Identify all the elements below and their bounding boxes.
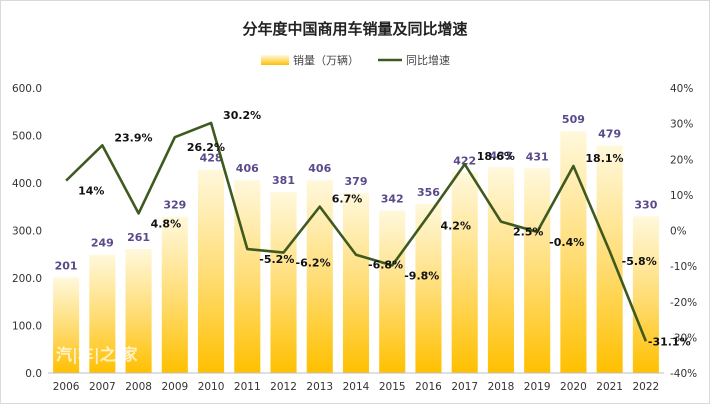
growth-value-label: -5.8%: [622, 255, 657, 268]
right-tick-label: 40%: [670, 83, 693, 95]
bar-value-label: 201: [55, 260, 78, 273]
bars: [53, 131, 659, 373]
right-tick-label: -30%: [670, 332, 697, 344]
x-tick-label: 2006: [53, 381, 80, 393]
bar: [524, 168, 551, 373]
right-tick-label: 10%: [670, 190, 693, 202]
x-tick-label: 2021: [596, 381, 623, 393]
x-tick-label: 2014: [343, 381, 370, 393]
x-tick-label: 2011: [234, 381, 261, 393]
bar-value-label: 406: [308, 162, 331, 175]
bar-value-label: 329: [163, 199, 186, 212]
bar: [560, 131, 587, 373]
legend-swatch-bar: [261, 55, 289, 65]
right-tick-label: 0%: [670, 226, 687, 238]
left-tick-label: 600.0: [12, 83, 42, 95]
growth-value-label: 6.7%: [332, 193, 363, 206]
growth-line: [65, 121, 648, 342]
left-tick-label: 400.0: [12, 178, 42, 190]
bar-value-label: 356: [417, 186, 440, 199]
bar-value-label: 381: [272, 174, 295, 187]
growth-value-label: -9.8%: [404, 269, 439, 282]
left-tick-label: 300.0: [12, 226, 42, 238]
left-tick-label: 200.0: [12, 273, 42, 285]
x-axis: 2006 2007 2008 2009 2010 2011 2012 2013 2014 2015…: [53, 381, 659, 393]
left-axis: 0.0 100.0 200.0 300.0 400.0 500.0 600.0: [12, 83, 42, 380]
bar: [234, 180, 261, 373]
bar: [53, 277, 80, 373]
x-tick-label: 2020: [560, 381, 587, 393]
right-axis: -40% -30% -20% -10% 0% 10% 20% 30% 40%: [670, 83, 697, 380]
growth-value-label: 18.6%: [477, 150, 515, 163]
x-tick-label: 2019: [524, 381, 551, 393]
bar-value-label: 479: [598, 127, 621, 140]
left-tick-label: 0.0: [25, 368, 42, 380]
bar: [632, 216, 659, 373]
growth-value-label: 23.9%: [114, 131, 152, 144]
bar-value-label: 406: [236, 162, 259, 175]
bar: [596, 145, 623, 373]
x-tick-label: 2012: [270, 381, 297, 393]
x-tick-label: 2010: [198, 381, 225, 393]
right-tick-label: 30%: [670, 119, 693, 131]
growth-value-label: 30.2%: [223, 109, 261, 122]
bar-value-label: 428: [200, 152, 223, 165]
bar-value-label: 433: [489, 149, 512, 162]
bar: [270, 192, 297, 373]
bar: [125, 249, 152, 373]
bar-value-label: 379: [345, 175, 368, 188]
bar-value-label: 342: [381, 193, 404, 206]
bar: [89, 254, 116, 373]
growth-line-path: [65, 121, 648, 342]
growth-value-label: 26.2%: [187, 141, 225, 154]
x-tick-label: 2018: [488, 381, 515, 393]
bar: [415, 203, 442, 373]
bar: [342, 192, 370, 373]
bar: [306, 180, 333, 373]
x-tick-label: 2017: [451, 381, 478, 393]
bar-value-label: 509: [562, 113, 585, 126]
bar-value-label: 330: [634, 198, 657, 211]
growth-value-label: 2.5%: [513, 226, 544, 239]
growth-value-label: 18.1%: [585, 152, 623, 165]
watermark: 汽|车|之|家: [56, 345, 139, 365]
bar: [451, 172, 478, 373]
bar-labels: 201 249 261 329 428 406 381 406 379 342 356 422 433 4…: [55, 113, 658, 272]
chart-title: 分年度中国商用车销量及同比增速: [242, 20, 467, 38]
legend-label-bar: 销量（万辆）: [293, 53, 359, 67]
x-tick-label: 2007: [89, 381, 116, 393]
growth-value-label: 4.8%: [151, 217, 182, 230]
growth-value-label: 4.2%: [440, 220, 471, 233]
x-tick-label: 2009: [161, 381, 188, 393]
bar-value-label: 261: [127, 231, 150, 244]
x-tick-label: 2022: [633, 381, 660, 393]
bar: [487, 167, 514, 373]
x-tick-label: 2016: [415, 381, 442, 393]
bar: [379, 210, 406, 373]
growth-value-label: 14%: [78, 185, 104, 198]
bar: [161, 216, 188, 373]
right-tick-label: -40%: [670, 368, 697, 380]
bar-value-label: 249: [91, 237, 114, 250]
legend: 销量（万辆） 同比增速: [261, 53, 450, 67]
growth-value-label: -6.2%: [296, 257, 331, 270]
bar: [198, 169, 225, 373]
line-labels: 14% 23.9% 4.8% 26.2% 30.2% -5.2% -6.2% 6.7% -6.8…: [78, 109, 690, 348]
right-tick-label: -10%: [670, 261, 697, 273]
right-tick-label: -20%: [670, 297, 697, 309]
growth-value-label: -31.1%: [648, 335, 691, 348]
bar-value-label: 422: [453, 155, 476, 168]
right-tick-label: 20%: [670, 154, 693, 166]
legend-label-line: 同比增速: [406, 53, 450, 67]
left-tick-label: 100.0: [12, 321, 42, 333]
growth-value-label: -0.4%: [549, 236, 584, 249]
x-tick-label: 2013: [306, 381, 333, 393]
x-tick-label: 2008: [125, 381, 152, 393]
growth-value-label: -6.8%: [368, 259, 403, 272]
x-tick-label: 2015: [379, 381, 406, 393]
left-tick-label: 500.0: [12, 131, 42, 143]
growth-value-label: -5.2%: [259, 253, 294, 266]
bar-value-label: 431: [526, 150, 549, 163]
